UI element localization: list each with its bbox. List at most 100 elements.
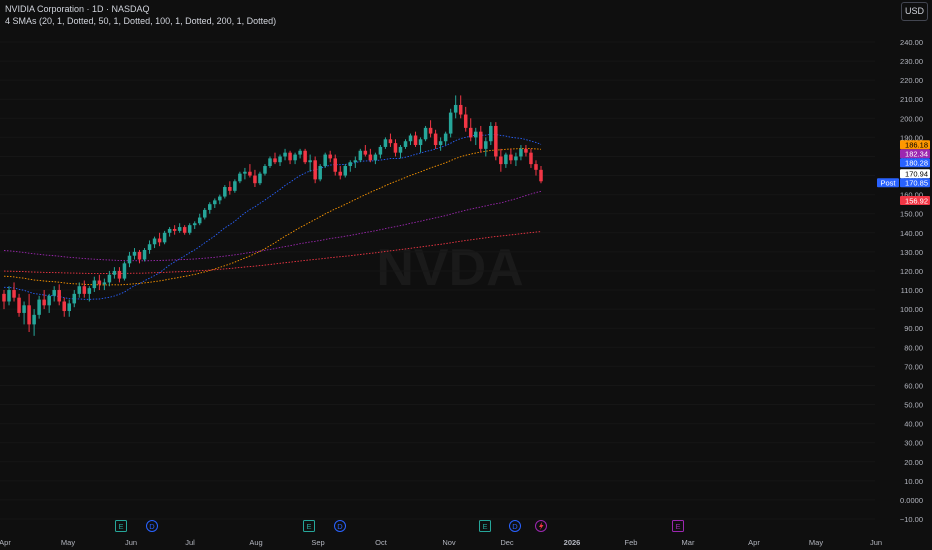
candle-body — [107, 274, 112, 283]
candle-body — [72, 293, 77, 304]
event-label: D — [149, 522, 155, 531]
earnings-event-marker[interactable]: E — [303, 520, 315, 532]
candle-body — [7, 290, 11, 302]
candle-body — [403, 141, 408, 147]
price-tag — [900, 149, 930, 159]
x-tick-label: Jun — [870, 538, 882, 547]
y-tick-label: 150.00 — [900, 210, 923, 219]
candle-body — [453, 104, 458, 113]
event-circle — [509, 520, 521, 532]
candle-body — [152, 238, 157, 245]
x-tick-label: Apr — [748, 538, 760, 547]
price-tag — [900, 140, 930, 150]
x-tick-label: Sep — [311, 538, 324, 547]
event-label: D — [512, 522, 518, 531]
candle-body — [288, 152, 292, 161]
dividend-event-marker[interactable]: D — [509, 520, 521, 532]
candle-body — [37, 299, 41, 315]
price-tag — [900, 169, 930, 179]
earnings-event-marker[interactable]: E — [479, 520, 491, 532]
event-label: E — [482, 522, 487, 531]
y-tick-label: 90.00 — [904, 324, 923, 333]
candle-body — [137, 251, 142, 260]
candle-body — [529, 152, 533, 165]
candle-body — [142, 249, 147, 260]
y-tick-label: 80.00 — [904, 343, 923, 352]
y-tick-label: 110.00 — [901, 286, 923, 295]
candle-body — [147, 244, 152, 250]
candle-body — [102, 282, 107, 285]
candle-body — [474, 131, 478, 138]
candle-body — [293, 154, 297, 161]
price-tag — [900, 178, 930, 188]
post-tag-label: Post — [880, 179, 896, 188]
candle-body — [12, 290, 16, 298]
sma-line — [3, 147, 542, 286]
candle-body — [87, 288, 92, 294]
candle-body — [187, 225, 192, 233]
candle-body — [228, 187, 232, 191]
candle-body — [398, 146, 403, 153]
candle-body — [92, 280, 97, 289]
indicator-legend[interactable]: 4 SMAs (20, 1, Dotted, 50, 1, Dotted, 10… — [5, 16, 277, 26]
candle-body — [82, 286, 87, 294]
y-tick-label: 140.00 — [900, 229, 923, 238]
dividend-event-marker[interactable]: D — [334, 520, 346, 532]
candle-body — [162, 232, 167, 243]
sma-line — [3, 133, 542, 300]
candle-body — [494, 125, 498, 157]
candle-body — [208, 204, 212, 210]
sma-lines — [3, 133, 542, 300]
price-tag-label: 182.34 — [905, 149, 928, 158]
y-tick-label: 120.00 — [900, 267, 923, 276]
candle-body — [122, 263, 127, 279]
candle-body — [268, 158, 272, 167]
candle-body — [213, 200, 217, 205]
candle-body — [223, 187, 227, 197]
dividend-event-marker[interactable]: D — [146, 520, 158, 532]
y-tick-label: 160.00 — [900, 191, 923, 200]
post-tag — [877, 178, 899, 188]
candle-body — [333, 158, 337, 172]
candle-body — [514, 156, 518, 161]
time-axis[interactable]: Apr May Jun Jul Aug Sep Oct Nov Dec 2026 Feb Mar Apr… — [0, 538, 882, 547]
candle-body — [388, 139, 393, 144]
candle-body — [348, 162, 353, 167]
candle-body — [408, 135, 413, 142]
candle-body — [177, 227, 182, 231]
chart-title[interactable]: NVIDIA Corporation · 1D · NASDAQ — [5, 4, 150, 14]
y-tick-label: 10.00 — [904, 477, 923, 486]
candle-body — [383, 139, 388, 147]
candle-body — [433, 133, 438, 146]
split-icon[interactable] — [535, 520, 547, 532]
earnings-event-marker[interactable]: E — [115, 520, 127, 532]
x-tick-label: Aug — [249, 538, 262, 547]
x-tick-label: Nov — [442, 538, 456, 547]
candle-body — [182, 227, 187, 233]
y-tick-label: 30.00 — [904, 439, 923, 448]
watermark: NVDA — [376, 239, 523, 297]
candle-body — [132, 251, 137, 256]
y-tick-label: 200.00 — [900, 114, 923, 123]
candle-body — [243, 171, 247, 174]
event-square — [303, 520, 315, 532]
candle-body — [197, 217, 202, 224]
candle-body — [167, 228, 172, 233]
currency-button[interactable]: USD — [901, 2, 928, 21]
candle-body — [423, 127, 428, 140]
candle-body — [32, 314, 36, 325]
candle-body — [468, 127, 473, 138]
event-circle — [146, 520, 158, 532]
candle-body — [157, 238, 162, 243]
candle-body — [448, 112, 453, 134]
candle-body — [524, 148, 528, 153]
event-square — [672, 520, 684, 532]
y-tick-label: 230.00 — [900, 57, 923, 66]
candle-body — [393, 143, 398, 153]
candle-body — [458, 104, 463, 115]
earnings-event-marker[interactable]: E — [672, 520, 684, 532]
candle-body — [57, 290, 61, 302]
